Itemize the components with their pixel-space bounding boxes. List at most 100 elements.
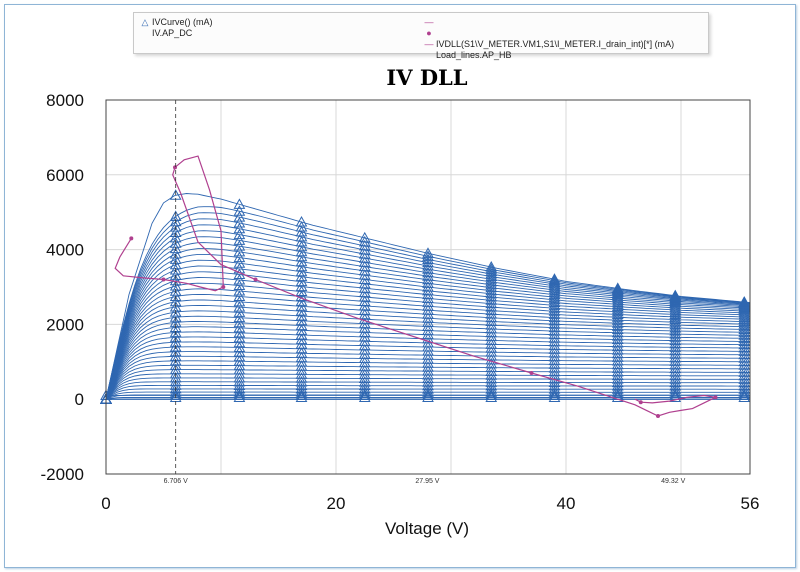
triangle-marker [611, 347, 624, 359]
triangle-marker [669, 301, 682, 313]
load-line-point [656, 414, 660, 419]
triangle-marker [738, 308, 751, 320]
triangle-marker [548, 296, 561, 308]
triangle-marker [611, 311, 624, 322]
legend-entry-ivcurve: △ IVCurve() (mA) IV.AP_DC [138, 17, 213, 39]
triangle-marker [233, 251, 246, 263]
iv-curve [105, 230, 751, 400]
triangle-marker [422, 300, 434, 311]
triangle-marker [485, 275, 498, 287]
triangle-marker [233, 321, 246, 333]
y-tick-label: 2000 [46, 315, 84, 334]
legend-source: IV.AP_DC [152, 28, 193, 38]
triangle-marker [422, 389, 434, 400]
triangle-marker [548, 347, 561, 358]
triangle-marker [611, 282, 624, 293]
triangle-marker [358, 379, 371, 391]
triangle-marker [233, 391, 246, 403]
triangle-marker [611, 376, 624, 388]
triangle-marker [422, 361, 434, 372]
triangle-marker [358, 386, 371, 397]
triangle-marker [358, 372, 371, 383]
triangle-marker [422, 288, 434, 300]
triangle-marker [358, 231, 371, 243]
triangle-markers [100, 189, 751, 404]
triangle-marker [422, 256, 434, 268]
x-tick-label: 0 [101, 494, 110, 513]
triangle-marker [485, 330, 498, 342]
legend-label: IVCurve() (mA) [152, 17, 213, 27]
triangle-marker [738, 320, 751, 332]
triangle-marker [422, 386, 434, 397]
triangle-marker [295, 386, 308, 397]
triangle-marker [548, 276, 561, 287]
triangle-marker [669, 358, 682, 370]
triangle-marker [669, 369, 682, 381]
triangle-marker [738, 376, 751, 388]
triangle-marker [738, 355, 751, 367]
triangle-marker [669, 366, 682, 377]
load-line-point [129, 236, 134, 241]
triangle-marker [485, 297, 498, 309]
triangle-marker [358, 389, 371, 400]
triangle-marker [233, 198, 246, 209]
load-line-point [161, 277, 166, 282]
triangle-marker [422, 247, 434, 258]
triangle-marker [669, 316, 682, 327]
triangle-marker [233, 222, 246, 234]
triangle-marker [738, 296, 751, 307]
triangle-marker [669, 389, 682, 400]
triangle-marker [669, 362, 682, 374]
triangle-marker [669, 319, 682, 330]
triangle-marker [485, 350, 498, 361]
triangle-marker [611, 317, 624, 328]
triangle-marker [169, 388, 182, 400]
x-tick-label: 56 [741, 494, 760, 513]
triangle-marker [669, 303, 682, 315]
triangle-marker [738, 335, 751, 346]
triangle-marker [738, 373, 751, 384]
triangle-marker [611, 391, 624, 403]
triangle-marker [485, 284, 498, 296]
iv-curve [105, 224, 751, 400]
triangle-marker [548, 321, 561, 333]
triangle-marker [233, 211, 246, 222]
triangle-marker [485, 346, 498, 357]
chart-title: IV DLL [386, 65, 467, 90]
triangle-marker [611, 358, 624, 370]
triangle-marker [738, 362, 751, 374]
triangle-marker [485, 311, 498, 323]
triangle-marker [358, 383, 371, 394]
triangle-marker [738, 326, 751, 337]
triangle-marker [611, 344, 624, 355]
triangle-marker [422, 292, 434, 303]
triangle-marker [422, 365, 434, 376]
load-line-point [221, 285, 226, 289]
triangle-marker [422, 368, 434, 380]
triangle-marker [169, 285, 182, 296]
triangle-marker [738, 380, 751, 391]
y-tick-label: 4000 [46, 241, 84, 260]
triangle-marker [548, 305, 561, 316]
iv-curve [105, 242, 751, 400]
triangle-marker [611, 284, 624, 295]
triangle-marker [233, 311, 246, 323]
triangle-marker [233, 295, 246, 307]
triangle-marker [358, 376, 371, 387]
triangle-marker [422, 383, 434, 394]
triangle-marker [485, 301, 498, 312]
triangle-marker [669, 351, 682, 363]
y-tick-label: 8000 [46, 91, 84, 110]
triangle-marker [233, 306, 246, 317]
triangle-marker [611, 386, 624, 397]
triangle-marker [422, 253, 434, 264]
triangle-marker [169, 311, 182, 322]
triangle-marker [233, 386, 246, 397]
triangle-marker [548, 362, 561, 373]
triangle-marker [169, 221, 182, 232]
load-line-point [638, 400, 643, 405]
triangle-marker [611, 379, 624, 391]
triangle-marker [233, 382, 246, 394]
triangle-marker [548, 314, 561, 326]
load-line [114, 155, 718, 419]
